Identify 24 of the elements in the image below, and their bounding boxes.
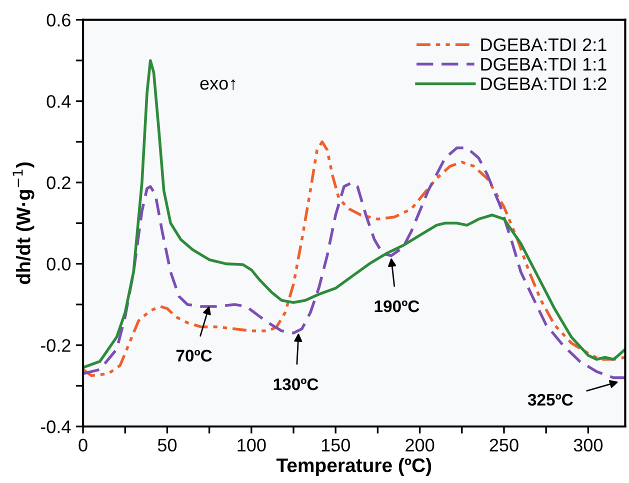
y-tick-label: -0.4 — [40, 420, 71, 434]
x-tick-label: 0 — [78, 438, 88, 452]
annotation: 325ºC — [528, 394, 573, 406]
y-tick-label: 0.4 — [46, 95, 71, 108]
line-series — [83, 59, 626, 369]
legend-label: DGEBA:TDI 1:2 — [481, 77, 606, 90]
legend-label: DGEBA:TDI 1:1 — [481, 58, 606, 71]
y-tick-label: 0.6 — [46, 14, 70, 27]
legend-label: DGEBA:TDI 2:1 — [481, 38, 606, 52]
x-tick-label: 200 — [406, 438, 434, 452]
x-tick-label: 100 — [238, 438, 266, 452]
annotation: 190ºC — [374, 300, 420, 312]
x-axis-title: Temperature (ºC) — [276, 458, 432, 476]
annotation: 70ºC — [176, 350, 212, 362]
y-tick-label: 0.0 — [46, 258, 71, 271]
x-tick-label: 50 — [158, 438, 177, 452]
y-tick-label: -0.2 — [40, 339, 70, 352]
x-tick-label: 250 — [490, 438, 518, 452]
x-tick-label: 300 — [574, 438, 603, 452]
annotation: exo↑ — [200, 79, 236, 90]
x-tick-label: 150 — [322, 438, 350, 452]
y-tick-label: 0.2 — [46, 176, 70, 190]
y-axis-title: dh/dt (W·g$^{−1}$) — [12, 162, 34, 284]
annotation: 130ºC — [274, 378, 318, 390]
